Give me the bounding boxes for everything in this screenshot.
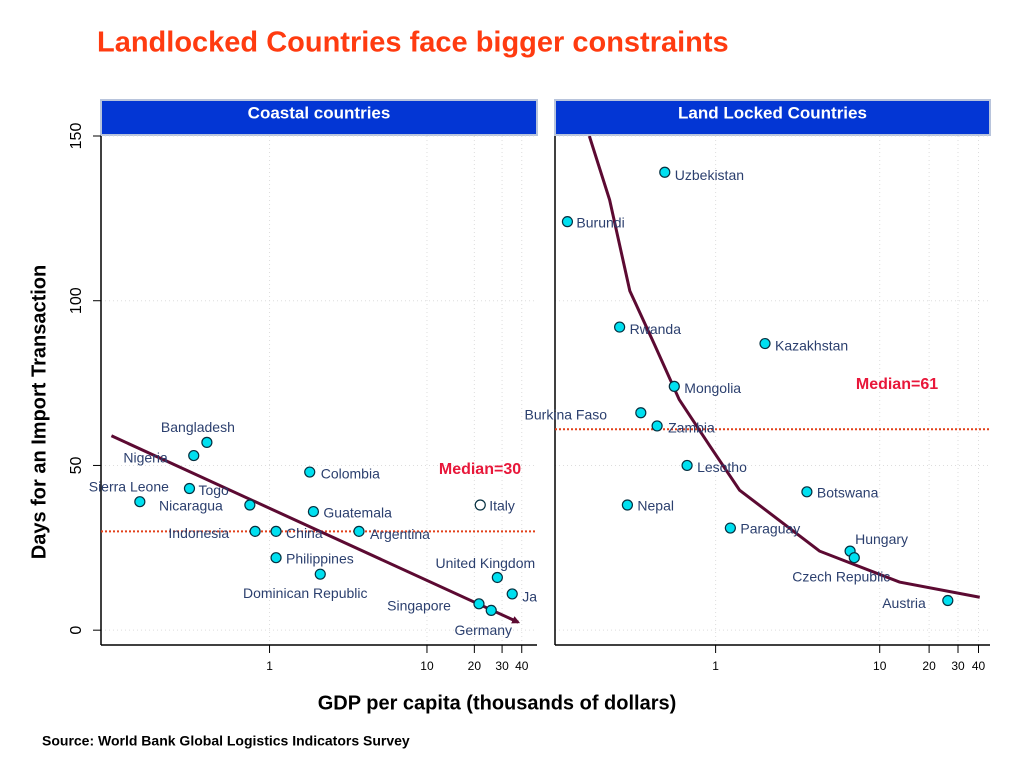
data-point (473, 598, 485, 610)
point-label: Guatemala (323, 504, 392, 520)
x-tick-label: 10 (873, 659, 887, 673)
point-label: Japan (522, 589, 560, 605)
data-point (353, 525, 365, 537)
point-label: Lesotho (697, 459, 747, 475)
point-label: Indonesia (168, 525, 229, 541)
point-label: Singapore (387, 598, 451, 614)
y-tick-label: 150 (68, 123, 85, 150)
point-label: Nicaragua (159, 498, 223, 514)
y-axis-label: Days for an Import Transaction (28, 265, 50, 560)
data-point (651, 420, 663, 432)
data-point (942, 594, 954, 607)
x-tick-label: 1 (266, 659, 273, 673)
data-point (270, 552, 282, 564)
point-label: Burkina Faso (525, 406, 608, 422)
x-tick-label: 20 (468, 659, 482, 673)
point-label: Bangladesh (161, 419, 235, 435)
data-point (659, 166, 671, 178)
trend-line (587, 136, 981, 599)
data-point (506, 588, 518, 600)
trend-line (110, 434, 521, 624)
point-label: Colombia (321, 466, 380, 482)
data-point (681, 459, 693, 472)
point-label: Argentina (370, 526, 430, 542)
point-label: Uzbekistan (675, 167, 744, 183)
data-point (801, 486, 813, 498)
point-label: Germany (454, 622, 512, 638)
page-title: Landlocked Countries face bigger constra… (97, 27, 729, 59)
y-tick-label: 0 (68, 626, 85, 635)
median-label: Median=30 (439, 461, 521, 478)
data-point (270, 525, 282, 537)
point-label: Austria (882, 595, 926, 611)
data-point (614, 321, 626, 333)
data-point (307, 505, 320, 518)
x-tick-label: 30 (951, 659, 965, 673)
median-label: Median=61 (856, 376, 938, 393)
data-point (724, 522, 736, 534)
plot-area: Bangladesh Nigeria Sierra Leone TogoNicarag… (89, 419, 560, 638)
y-tick-label: 100 (68, 287, 85, 314)
data-point (561, 216, 574, 228)
x-tick-label: 1 (712, 659, 719, 673)
x-tick-label: 20 (922, 659, 936, 673)
x-tick-label: 30 (495, 659, 509, 673)
x-tick-label: 10 (420, 659, 434, 673)
point-label: Zambia (668, 420, 715, 436)
data-point (668, 380, 680, 392)
x-tick-label: 40 (972, 659, 986, 673)
panel-title: Coastal countries (248, 103, 391, 122)
data-point (635, 407, 647, 419)
point-label: Burundi (576, 214, 624, 230)
point-label: Dominican Republic (243, 585, 368, 601)
point-label: Italy (489, 498, 515, 514)
data-point (244, 499, 256, 511)
x-tick-label: 40 (515, 659, 529, 673)
data-point (474, 499, 486, 511)
plot-area: Uzbekistan Burundi Rwanda Kazakhstan Mongoli… (525, 136, 981, 611)
point-label: Nepal (637, 498, 674, 514)
x-axis-label: GDP per capita (thousands of dollars) (318, 692, 677, 714)
data-point (491, 571, 503, 584)
point-label: Hungary (855, 531, 908, 547)
point-label: China (286, 525, 323, 541)
data-point (134, 496, 146, 508)
data-point (183, 482, 196, 495)
panel-title: Land Locked Countries (678, 103, 867, 122)
point-label: Paraguay (740, 521, 800, 537)
point-label: Nigeria (123, 449, 168, 465)
point-label: Kazakhstan (775, 337, 848, 353)
point-label: Togo (198, 482, 229, 498)
y-tick-label: 50 (68, 456, 85, 474)
data-point (304, 466, 316, 478)
point-label: Czech Republic (792, 568, 890, 584)
data-point (201, 436, 213, 448)
panel-header (100, 99, 538, 136)
data-point (848, 552, 860, 564)
data-point (249, 525, 261, 537)
data-point (314, 568, 326, 580)
data-point (759, 337, 771, 350)
point-label: Rwanda (630, 321, 682, 337)
source-note: Source: World Bank Global Logistics Indi… (42, 733, 410, 749)
data-point (621, 499, 634, 511)
point-label: United Kingdom (436, 555, 536, 571)
point-label: Sierra Leone (89, 478, 169, 494)
point-label: Botswana (817, 485, 879, 501)
point-label: Mongolia (684, 380, 741, 396)
panel-header (554, 99, 991, 136)
data-point (188, 449, 200, 462)
point-label: Philippines (286, 550, 354, 566)
data-point (485, 604, 497, 617)
